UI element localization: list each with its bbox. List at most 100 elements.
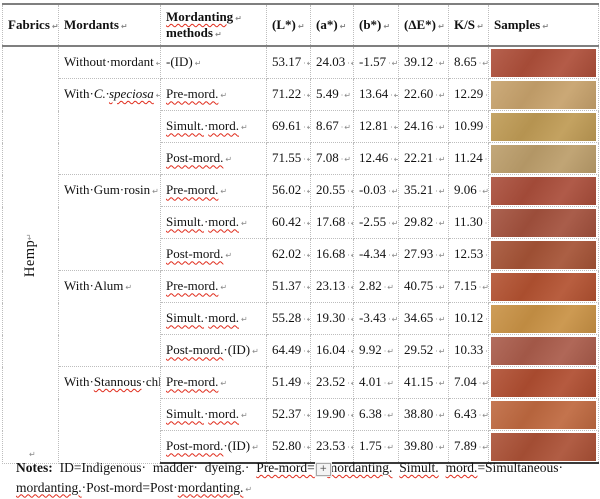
- end-of-cell-mark: ·↵: [435, 91, 446, 100]
- end-of-cell-mark: ·↵: [384, 411, 395, 420]
- fabric-sample-swatch: [491, 433, 596, 461]
- fabric-sample-swatch: [491, 241, 596, 269]
- header-row: Fabrics↵ Mordants↵ Mordanting↵ methods↵ …: [3, 4, 599, 46]
- fabric-sample-swatch: [491, 81, 596, 109]
- end-of-cell-mark: ·↵: [485, 219, 489, 228]
- cell-b-value: 12.46·↵: [354, 143, 399, 175]
- cell-a-value: 7.08·↵: [311, 143, 354, 175]
- cell-a-value: 24.03·↵: [311, 46, 354, 79]
- fabric-sample-swatch: [491, 369, 596, 397]
- end-of-cell-mark: ↵: [241, 411, 249, 420]
- fabric-sample-swatch: [491, 177, 596, 205]
- end-of-cell-mark: ·↵: [390, 155, 398, 164]
- cell-deltaE-value: 34.65·↵: [399, 303, 449, 335]
- cell-b-value: 6.38·↵: [354, 399, 399, 431]
- cell-KS-value: 10.12·↵: [449, 303, 489, 335]
- end-of-cell-mark: ·↵: [303, 155, 310, 164]
- cell-a-value: 20.55·↵: [311, 175, 354, 207]
- end-of-cell-mark: ↵: [156, 59, 161, 68]
- end-of-cell-mark: ·↵: [303, 123, 310, 132]
- method-cell: Pre-mord.↵: [161, 271, 267, 303]
- end-of-cell-mark: ·↵: [303, 91, 310, 100]
- end-of-cell-mark: ↵: [225, 155, 233, 164]
- sample-cell: [489, 143, 599, 175]
- cell-KS-value: 10.99·↵: [449, 111, 489, 143]
- col-header-a: (a*)↵: [311, 4, 354, 46]
- end-of-cell-mark: ↵: [220, 283, 228, 292]
- end-of-cell-mark: ·↵: [435, 411, 446, 420]
- mordant-cell-c-speciosa: With·C.·speciosa↵: [59, 79, 161, 175]
- col-header-deltaE: (ΔE*)↵: [399, 4, 449, 46]
- end-of-cell-mark: ·↵: [435, 347, 446, 356]
- end-of-cell-mark: ·↵: [303, 443, 310, 452]
- cell-a-value: 19.30·↵: [311, 303, 354, 335]
- end-of-cell-mark: ·↵: [435, 379, 446, 388]
- end-of-cell-mark: ·↵: [347, 187, 353, 196]
- end-of-cell-mark: ·↵: [479, 187, 489, 196]
- end-of-cell-mark: ·↵: [485, 155, 489, 164]
- table-row: With·Stannous·chloride↵ Pre-mord.↵ 51.49…: [3, 367, 599, 399]
- end-of-cell-mark: ·↵: [303, 411, 310, 420]
- sample-cell: [489, 207, 599, 239]
- sample-cell: [489, 335, 599, 367]
- cell-L-value: 62.02·↵: [267, 239, 311, 271]
- col-header-methods-line2: methods↵: [166, 25, 262, 41]
- table-row: With·Alum↵ Pre-mord.↵ 51.37·↵ 23.13·↵ 2.…: [3, 271, 599, 303]
- cell-a-value: 23.13·↵: [311, 271, 354, 303]
- end-of-cell-mark: ·↵: [435, 59, 446, 68]
- end-of-cell-mark: ·↵: [390, 91, 398, 100]
- end-of-cell-mark: ↵: [220, 187, 228, 196]
- method-cell: Post-mord.·(ID)↵: [161, 335, 267, 367]
- method-cell: -(ID)↵: [161, 46, 267, 79]
- sample-cell: [489, 111, 599, 143]
- cell-L-value: 56.02·↵: [267, 175, 311, 207]
- cell-a-value: 17.68·↵: [311, 207, 354, 239]
- autocorrect-plus-button[interactable]: +: [316, 463, 331, 476]
- end-of-cell-mark: ↵: [252, 443, 260, 452]
- col-header-L: (L*)↵: [267, 4, 311, 46]
- cell-a-value: 16.68·↵: [311, 239, 354, 271]
- end-of-cell-mark: ·↵: [303, 59, 310, 68]
- end-of-cell-mark: ↵: [125, 283, 133, 292]
- end-of-cell-mark: ↵: [152, 187, 160, 196]
- end-of-cell-mark: ·↵: [347, 379, 353, 388]
- end-of-cell-mark: ·↵: [479, 443, 489, 452]
- table-row: Hemp↵ ↵ Without·mordant↵ -(ID)↵ 53.17·↵ …: [3, 46, 599, 79]
- cell-deltaE-value: 40.75·↵: [399, 271, 449, 303]
- cell-b-value: -1.57·↵: [354, 46, 399, 79]
- sample-cell: [489, 239, 599, 271]
- cell-b-value: 12.81·↵: [354, 111, 399, 143]
- end-of-cell-mark: ·↵: [479, 379, 489, 388]
- end-of-cell-mark: ↵: [220, 379, 228, 388]
- cell-b-value: -4.34·↵: [354, 239, 399, 271]
- end-of-cell-mark: ·↵: [390, 123, 398, 132]
- cell-KS-value: 11.24·↵: [449, 143, 489, 175]
- end-of-cell-mark: ·↵: [388, 219, 398, 228]
- end-of-cell-mark: ·↵: [384, 379, 395, 388]
- col-header-mordants: Mordants↵: [59, 4, 161, 46]
- end-of-cell-mark: ·↵: [347, 219, 353, 228]
- method-cell: Simult.·mord.↵: [161, 207, 267, 239]
- end-of-cell-mark: ·↵: [347, 347, 353, 356]
- end-of-cell-mark: ·↵: [388, 315, 398, 324]
- notes-line-2: mordanting.·Post-mord=Post·mordanting.↵: [16, 478, 583, 499]
- mordant-cell-stannous-chloride: With·Stannous·chloride↵: [59, 367, 161, 464]
- cell-KS-value: 12.29·↵: [449, 79, 489, 111]
- end-of-cell-mark: ·↵: [303, 315, 310, 324]
- cell-L-value: 51.49·↵: [267, 367, 311, 399]
- end-of-cell-mark: ·↵: [347, 251, 353, 260]
- end-of-cell-mark: ·↵: [435, 251, 446, 260]
- end-of-cell-mark: ·↵: [435, 443, 446, 452]
- col-header-methods-line1: Mordanting↵: [166, 9, 262, 25]
- fabric-sample-swatch: [491, 337, 596, 365]
- method-cell: Pre-mord.↵: [161, 175, 267, 207]
- method-cell: Simult.·mord.↵: [161, 399, 267, 431]
- notes-line-1: Notes: ID=Indigenous· madder· dyeing.· P…: [16, 458, 583, 478]
- cell-deltaE-value: 22.21·↵: [399, 143, 449, 175]
- end-of-cell-mark: ·↵: [435, 155, 446, 164]
- cell-KS-value: 7.15·↵: [449, 271, 489, 303]
- fabric-label-hemp: Hemp↵: [21, 232, 39, 277]
- table-notes: Notes: ID=Indigenous· madder· dyeing.· P…: [16, 458, 583, 499]
- method-cell: Pre-mord.↵: [161, 367, 267, 399]
- cell-deltaE-value: 38.80·↵: [399, 399, 449, 431]
